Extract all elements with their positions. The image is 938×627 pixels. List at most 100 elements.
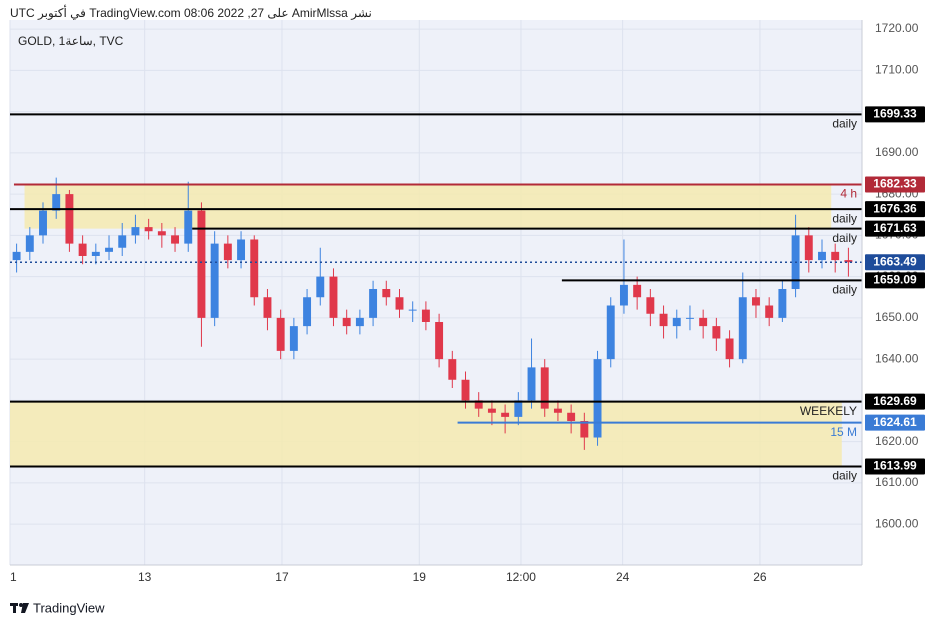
level-note: daily [832, 469, 857, 483]
candle-body [342, 317, 351, 327]
candle-body [303, 297, 312, 327]
candle-body [237, 239, 246, 261]
price-label-box [865, 414, 925, 431]
price-label: 1682.33 [873, 177, 917, 191]
logo [10, 603, 29, 613]
candle-body [171, 235, 179, 244]
candle-body [633, 284, 642, 298]
candle-body [606, 305, 615, 360]
candle-body [738, 297, 747, 360]
level-note: WEEKELY [800, 404, 857, 418]
candle-body [712, 326, 721, 339]
candle-body [144, 227, 153, 232]
price-label: 1629.69 [873, 394, 917, 408]
candle-body [580, 421, 589, 438]
price-label: 1659.09 [873, 273, 917, 287]
candle-body [686, 317, 694, 319]
candle-body [65, 194, 74, 244]
y-tick-label: 1710.00 [875, 63, 919, 77]
candle-body [131, 227, 140, 236]
candle-body [448, 359, 457, 380]
price-label-box [865, 201, 925, 218]
y-tick-label: 1610.00 [875, 475, 919, 489]
candle-body [276, 317, 285, 351]
candle-body [646, 297, 655, 314]
candle-body [699, 317, 708, 327]
candle-body [553, 408, 562, 413]
candle-body [250, 239, 259, 298]
candle-body [223, 243, 232, 261]
candle-body [461, 379, 470, 401]
price-label: 1613.99 [873, 459, 917, 473]
candle-body [514, 400, 523, 417]
price-label-box [865, 458, 925, 475]
candle-body [435, 321, 444, 360]
candle-body [725, 338, 734, 360]
price-label: 1663.49 [873, 254, 917, 268]
price-label-box [865, 254, 925, 271]
candle-body [39, 210, 47, 236]
price-label-box [865, 176, 925, 193]
price-label: 1699.33 [873, 107, 917, 121]
candle-body [752, 297, 760, 306]
candle-body [765, 305, 774, 318]
price-label: 1624.61 [873, 415, 917, 429]
candle-body [210, 243, 219, 318]
candle-body [395, 297, 404, 310]
price-label-box [865, 106, 925, 123]
candle-body [355, 317, 364, 327]
candle-body [25, 235, 34, 252]
candle-body [12, 251, 21, 261]
plot-background [10, 20, 862, 565]
candle-body [78, 243, 87, 256]
candle-body [408, 309, 417, 311]
candle-body [844, 260, 853, 263]
candle-body [263, 297, 272, 318]
candle-body [52, 194, 61, 211]
chart-title: GOLD, 1ساعة, TVC [18, 34, 124, 48]
x-tick-label: 17 [275, 570, 289, 584]
level-note: daily [832, 283, 857, 297]
y-tick-label: 1720.00 [875, 21, 919, 35]
candle-body [91, 251, 100, 256]
candle-body [527, 367, 536, 401]
price-label: 1676.36 [873, 201, 917, 215]
candle-body [619, 284, 628, 306]
level-note: daily [832, 117, 857, 131]
candle-body [421, 309, 430, 322]
zone [24, 184, 832, 229]
candle-body [118, 235, 127, 248]
x-tick-label: 1 [10, 570, 17, 584]
candle-body [197, 210, 206, 318]
candle-body [105, 247, 113, 252]
candle-body [831, 251, 840, 261]
level-note: daily [832, 231, 857, 245]
y-tick-label: 1690.00 [875, 145, 919, 159]
candle-body [818, 251, 826, 261]
candle-body [382, 288, 391, 298]
price-label-box [865, 272, 925, 289]
candle-body [804, 235, 813, 261]
level-note: 15 M [830, 425, 857, 439]
candle-body [474, 400, 483, 409]
candle-body [659, 313, 668, 327]
y-tick-label: 1600.00 [875, 516, 919, 530]
candle-body [157, 231, 166, 236]
footer-brand: TradingView [33, 600, 105, 615]
candle-body [289, 326, 298, 351]
candle-body [184, 210, 193, 244]
candle-body [540, 367, 549, 409]
zone [10, 401, 842, 467]
candle-body [316, 276, 325, 298]
x-tick-label: 24 [616, 570, 630, 584]
x-tick-label: 26 [753, 570, 767, 584]
x-tick-label: 12:00 [506, 570, 536, 584]
price-label: 1671.63 [873, 221, 917, 235]
candle-body [672, 317, 681, 327]
level-note: daily [832, 211, 857, 225]
candle-body [329, 276, 338, 318]
candle-body [369, 288, 378, 318]
level-note: 4 h [840, 187, 857, 201]
y-tick-label: 1640.00 [875, 351, 919, 365]
